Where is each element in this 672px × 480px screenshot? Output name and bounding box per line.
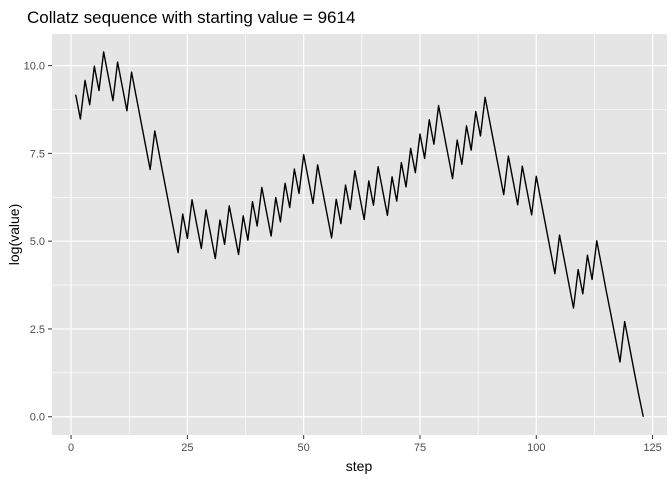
x-axis-title: step: [346, 458, 373, 474]
minor-gridlines: [52, 34, 667, 435]
x-tick-label: 50: [298, 442, 310, 454]
y-tick-label: 0.0: [30, 412, 45, 424]
y-tick-label: 5.0: [30, 236, 45, 248]
plot-panel: [52, 34, 667, 435]
y-tick-label: 10.0: [24, 61, 45, 73]
y-axis: 0.0 2.5 5.0 7.5 10.0: [24, 61, 52, 424]
y-tick-label: 7.5: [30, 148, 45, 160]
x-tick-label: 0: [68, 442, 74, 454]
x-tick-label: 75: [414, 442, 426, 454]
y-axis-title: log(value): [6, 204, 22, 265]
x-tick-label: 125: [643, 442, 661, 454]
series-line: [75, 51, 644, 417]
y-tick-label: 2.5: [30, 324, 45, 336]
x-tick-label: 25: [181, 442, 193, 454]
major-gridlines: [52, 34, 667, 435]
x-tick-label: 100: [527, 442, 545, 454]
x-axis: 0 25 50 75 100 125: [68, 435, 662, 454]
chart-title: Collatz sequence with starting value = 9…: [27, 8, 355, 27]
